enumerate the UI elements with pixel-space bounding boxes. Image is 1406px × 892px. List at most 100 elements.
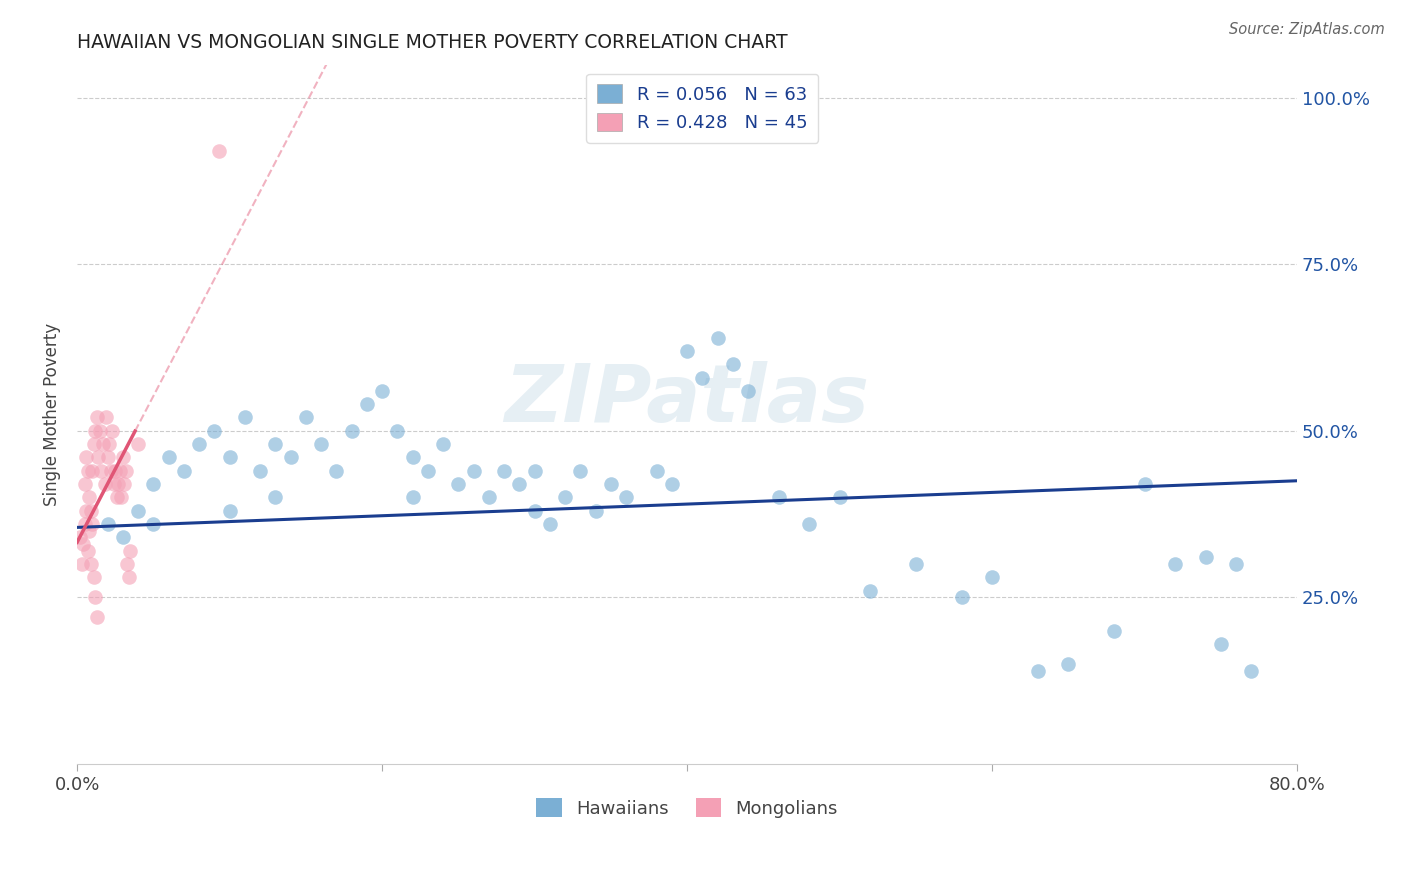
- Point: [295, 410, 318, 425]
- Point: [233, 410, 256, 425]
- Point: [585, 504, 607, 518]
- Point: [120, 543, 142, 558]
- Point: [82, 464, 104, 478]
- Point: [1057, 657, 1080, 671]
- Legend: Hawaiians, Mongolians: Hawaiians, Mongolians: [529, 791, 845, 825]
- Point: [188, 437, 211, 451]
- Point: [84, 591, 107, 605]
- Point: [107, 477, 129, 491]
- Point: [142, 477, 165, 491]
- Point: [91, 437, 114, 451]
- Point: [904, 557, 927, 571]
- Point: [1133, 477, 1156, 491]
- Point: [981, 570, 1004, 584]
- Y-axis label: Single Mother Poverty: Single Mother Poverty: [44, 323, 60, 506]
- Point: [76, 464, 98, 478]
- Point: [111, 450, 134, 465]
- Point: [75, 450, 97, 465]
- Point: [554, 491, 576, 505]
- Point: [432, 437, 454, 451]
- Point: [280, 450, 302, 465]
- Point: [69, 530, 91, 544]
- Text: Source: ZipAtlas.com: Source: ZipAtlas.com: [1229, 22, 1385, 37]
- Point: [264, 437, 287, 451]
- Point: [401, 450, 423, 465]
- Point: [105, 491, 128, 505]
- Point: [356, 397, 378, 411]
- Point: [538, 517, 561, 532]
- Point: [1194, 550, 1216, 565]
- Point: [202, 424, 225, 438]
- Point: [828, 491, 851, 505]
- Point: [661, 477, 683, 491]
- Point: [83, 437, 105, 451]
- Point: [127, 504, 149, 518]
- Point: [111, 530, 134, 544]
- Point: [103, 477, 125, 491]
- Point: [494, 464, 516, 478]
- Point: [75, 504, 97, 518]
- Point: [82, 517, 104, 532]
- Point: [118, 570, 141, 584]
- Point: [1225, 557, 1247, 571]
- Point: [90, 464, 112, 478]
- Point: [797, 517, 820, 532]
- Point: [80, 504, 103, 518]
- Point: [157, 450, 180, 465]
- Point: [115, 464, 138, 478]
- Point: [94, 410, 117, 425]
- Point: [83, 570, 105, 584]
- Point: [706, 330, 728, 344]
- Point: [768, 491, 790, 505]
- Point: [98, 437, 121, 451]
- Point: [478, 491, 501, 505]
- Point: [108, 464, 131, 478]
- Point: [72, 537, 94, 551]
- Point: [89, 424, 111, 438]
- Point: [80, 557, 103, 571]
- Point: [127, 437, 149, 451]
- Text: HAWAIIAN VS MONGOLIAN SINGLE MOTHER POVERTY CORRELATION CHART: HAWAIIAN VS MONGOLIAN SINGLE MOTHER POVE…: [77, 33, 787, 52]
- Point: [249, 464, 271, 478]
- Point: [84, 424, 107, 438]
- Point: [79, 491, 101, 505]
- Point: [463, 464, 485, 478]
- Point: [79, 524, 101, 538]
- Point: [859, 583, 882, 598]
- Point: [721, 357, 744, 371]
- Point: [73, 517, 96, 532]
- Point: [950, 591, 973, 605]
- Point: [86, 610, 108, 624]
- Point: [523, 504, 546, 518]
- Point: [218, 504, 240, 518]
- Point: [117, 557, 139, 571]
- Point: [1026, 664, 1049, 678]
- Point: [97, 450, 120, 465]
- Point: [104, 464, 127, 478]
- Point: [523, 464, 546, 478]
- Point: [614, 491, 637, 505]
- Point: [371, 384, 394, 398]
- Point: [309, 437, 332, 451]
- Point: [569, 464, 592, 478]
- Point: [676, 343, 699, 358]
- Point: [218, 450, 240, 465]
- Point: [1209, 637, 1232, 651]
- Point: [112, 477, 135, 491]
- Point: [325, 464, 347, 478]
- Point: [508, 477, 530, 491]
- Point: [70, 557, 93, 571]
- Point: [86, 410, 108, 425]
- Text: ZIPatlas: ZIPatlas: [505, 361, 869, 439]
- Point: [737, 384, 759, 398]
- Point: [76, 543, 98, 558]
- Point: [101, 424, 124, 438]
- Point: [416, 464, 439, 478]
- Point: [208, 144, 231, 158]
- Point: [87, 450, 110, 465]
- Point: [173, 464, 195, 478]
- Point: [401, 491, 423, 505]
- Point: [100, 464, 122, 478]
- Point: [387, 424, 409, 438]
- Point: [97, 517, 120, 532]
